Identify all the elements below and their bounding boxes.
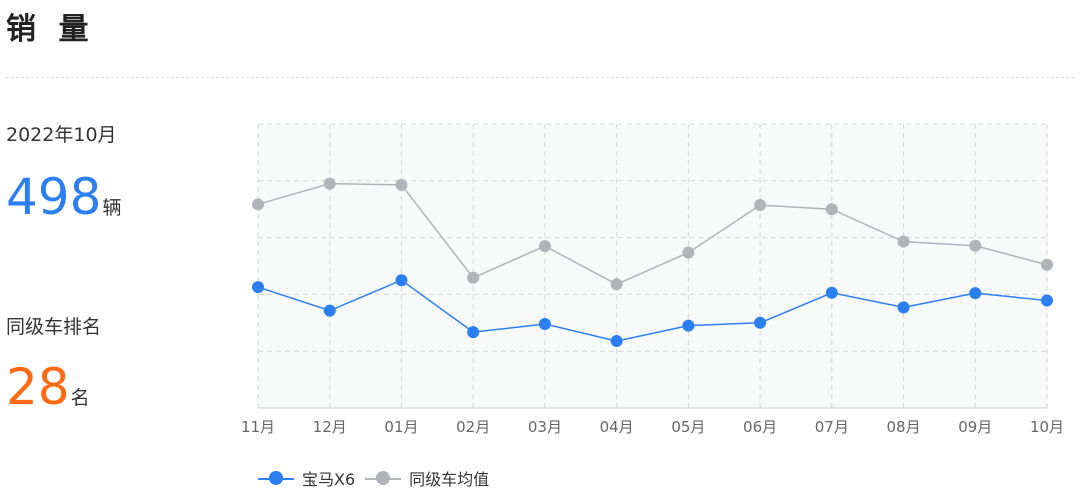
sales-value: 498 (6, 168, 102, 226)
chart-grid (257, 123, 1048, 408)
chart-legend: 宝马X6 同级车均值 (258, 466, 499, 490)
series-line-bmw-x6 (257, 279, 1048, 342)
x-axis: 11月 12月 01月 02月 03月 04月 05月 06月 07月 08月 09月 10月 (241, 407, 1064, 436)
legend-item-bmw-x6[interactable]: 宝马X6 (258, 466, 355, 490)
x-tick-label: 10月 (1030, 418, 1064, 436)
data-point-segment-average (252, 198, 264, 211)
data-point-segment-average (395, 178, 408, 191)
data-point-bmw-x6 (610, 335, 623, 348)
rank-label: 同级车排名 (6, 316, 102, 338)
legend-label-segment-average: 同级车均值 (409, 470, 490, 489)
data-point-bmw-x6 (1041, 294, 1053, 307)
data-point-bmw-x6 (825, 286, 838, 299)
header-divider (6, 77, 1074, 78)
x-tick-label: 09月 (958, 418, 992, 436)
sales-line-chart: 11月 12月 01月 02月 03月 04月 05月 06月 07月 08月 09月 10月 (241, 123, 1064, 436)
data-point-segment-average (754, 199, 767, 212)
legend-label-bmw-x6: 宝马X6 (302, 470, 356, 489)
legend-item-segment-average[interactable]: 同级车均值 (365, 466, 489, 490)
data-point-bmw-x6 (538, 318, 551, 331)
data-point-bmw-x6 (395, 274, 408, 287)
data-point-segment-average (969, 239, 982, 252)
data-point-segment-average (897, 235, 910, 248)
data-point-segment-average (825, 203, 838, 216)
plot-area (258, 124, 1047, 408)
rank-unit: 名 (70, 387, 90, 409)
period-label: 2022年10月 (6, 124, 117, 146)
data-point-segment-average (610, 278, 623, 291)
data-point-bmw-x6 (467, 326, 480, 339)
data-point-bmw-x6 (323, 304, 336, 317)
x-tick-label: 12月 (313, 418, 347, 436)
data-point-bmw-x6 (252, 281, 264, 294)
data-point-bmw-x6 (754, 316, 767, 329)
x-tick-label: 05月 (671, 418, 705, 436)
sales-unit: 辆 (102, 197, 122, 219)
rank-value: 28 (6, 358, 70, 416)
data-point-segment-average (538, 240, 551, 253)
x-tick-label: 07月 (815, 418, 849, 436)
data-point-segment-average (682, 246, 695, 259)
series-line-segment-average (257, 182, 1048, 286)
data-point-segment-average (467, 271, 480, 284)
rank-stat: 28名 (6, 362, 90, 412)
data-point-segment-average (1041, 258, 1053, 271)
sales-stat: 498辆 (6, 172, 121, 222)
x-tick-label: 04月 (600, 418, 634, 436)
x-tick-label: 01月 (384, 418, 418, 436)
x-tick-label: 02月 (456, 418, 490, 436)
data-point-bmw-x6 (682, 319, 695, 332)
x-tick-label: 11月 (241, 418, 275, 436)
data-point-bmw-x6 (969, 287, 982, 300)
page-title: 销 量 (6, 12, 95, 47)
x-tick-label: 03月 (528, 418, 562, 436)
data-point-bmw-x6 (897, 301, 910, 314)
x-tick-label: 08月 (886, 418, 920, 436)
data-point-segment-average (323, 177, 336, 190)
legend-marker-segment-average (365, 471, 402, 485)
legend-marker-bmw-x6 (258, 471, 294, 485)
series-layer (252, 177, 1053, 348)
x-tick-label: 06月 (743, 418, 777, 436)
